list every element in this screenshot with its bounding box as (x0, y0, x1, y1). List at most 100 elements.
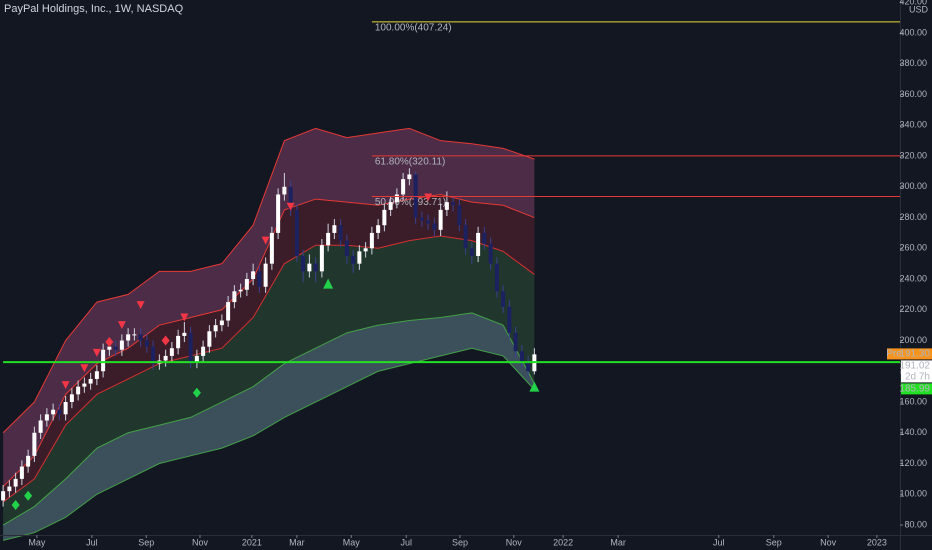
candle-body (138, 334, 143, 341)
y-tick-label: 160.00 (899, 396, 927, 406)
candle-body (163, 355, 168, 361)
candle-body (494, 263, 499, 292)
candle-body (388, 202, 393, 210)
candle-body (126, 334, 131, 341)
band-line (2, 312, 535, 526)
candle-body (407, 174, 412, 180)
price-label-box (901, 383, 932, 395)
x-tick-label: Sep (766, 537, 782, 547)
candle-body (451, 202, 456, 206)
candle-body (319, 245, 324, 272)
x-tick-label: May (343, 537, 361, 547)
y-tick-label: 320.00 (899, 150, 927, 160)
y-tick-label: 360.00 (899, 89, 927, 99)
candle-body (344, 240, 349, 256)
candle-body (382, 209, 387, 226)
candle-body (426, 220, 431, 224)
candle-body (32, 432, 37, 456)
candle-body (244, 279, 249, 290)
candle-body (294, 209, 299, 256)
candle-body (476, 232, 481, 256)
candle-body (463, 225, 468, 249)
candle-body (1, 491, 6, 501)
y-tick-label: 240.00 (899, 273, 927, 283)
candle-body (513, 332, 518, 352)
candle-body (194, 355, 199, 363)
candle-body (26, 455, 31, 467)
candle-body (226, 302, 231, 321)
band-fill (3, 128, 535, 487)
band-fill (3, 312, 535, 541)
candle-body (251, 271, 256, 280)
price-tag: Pre (886, 349, 902, 360)
candle-body (44, 414, 49, 421)
candle-body (13, 478, 18, 487)
x-tick-label: Jul (713, 537, 725, 547)
signal-marker (323, 278, 334, 289)
x-tick-label: Mar (610, 537, 626, 547)
candle-body (88, 378, 93, 384)
x-tick-label: 2021 (242, 537, 262, 547)
y-tick-label: 300.00 (899, 181, 927, 191)
y-tick-label: 100.00 (899, 489, 927, 499)
signal-marker (529, 381, 540, 392)
x-tick-label: 2023 (867, 537, 887, 547)
candle-body (207, 331, 212, 347)
candle-body (257, 271, 262, 287)
x-tick-label: Nov (192, 537, 209, 547)
x-tick-label: Mar (289, 537, 305, 547)
price-label: 191.30 (899, 349, 930, 360)
price-tag-box (887, 348, 901, 360)
candle-body (57, 409, 62, 415)
candle-body (288, 186, 293, 210)
candle-body (188, 332, 193, 363)
candle-body (326, 232, 331, 246)
signal-marker (180, 313, 189, 322)
candle-body (526, 362, 531, 372)
plot-area: 100.00%(407.24) 61.80%(320.11) 50.00%(293.… (1, 23, 540, 541)
candle-body (213, 325, 218, 332)
candle-body (219, 320, 224, 326)
x-tick-label: Sep (138, 537, 154, 547)
signal-marker (105, 337, 114, 348)
band-line (3, 347, 535, 541)
currency: USD (909, 4, 929, 14)
x-tick-label: Jul (400, 537, 412, 547)
signal-marker (424, 193, 433, 202)
candle-body (94, 371, 99, 379)
y-tick-label: 80.00 (904, 519, 927, 529)
candle-body (269, 232, 274, 264)
candle-body (282, 186, 287, 195)
candle-body (63, 402, 68, 415)
candle-body (7, 486, 12, 492)
x-tick-label: Sep (452, 537, 468, 547)
candle-body (276, 194, 281, 233)
signal-marker (192, 387, 201, 398)
fib-label: 50.00%(293.71) (375, 197, 446, 208)
x-tick-label: May (28, 537, 46, 547)
candle-body (144, 340, 149, 347)
candle-body (501, 291, 506, 307)
candle-body (351, 255, 356, 264)
price-label: 191.02 (899, 361, 930, 372)
y-tick-label: 220.00 (899, 304, 927, 314)
x-tick-label: Jul (86, 537, 98, 547)
fib-label: 61.80%(320.11) (375, 157, 445, 168)
x-tick-label: 2022 (553, 537, 573, 547)
price-countdown: 2d 7h (905, 372, 930, 383)
candle-body (338, 225, 343, 241)
candle-body (438, 209, 443, 230)
candle-body (76, 386, 81, 395)
candle-body (357, 251, 362, 264)
candle-body (19, 466, 24, 479)
y-tick-label: 280.00 (899, 212, 927, 222)
candle-body (394, 194, 399, 203)
signal-marker (286, 202, 295, 211)
candle-body (132, 334, 137, 336)
signal-marker (136, 301, 145, 310)
candle-body (419, 217, 424, 221)
candle-body (369, 232, 374, 249)
candle-body (444, 202, 449, 210)
y-tick-label: 260.00 (899, 243, 927, 253)
